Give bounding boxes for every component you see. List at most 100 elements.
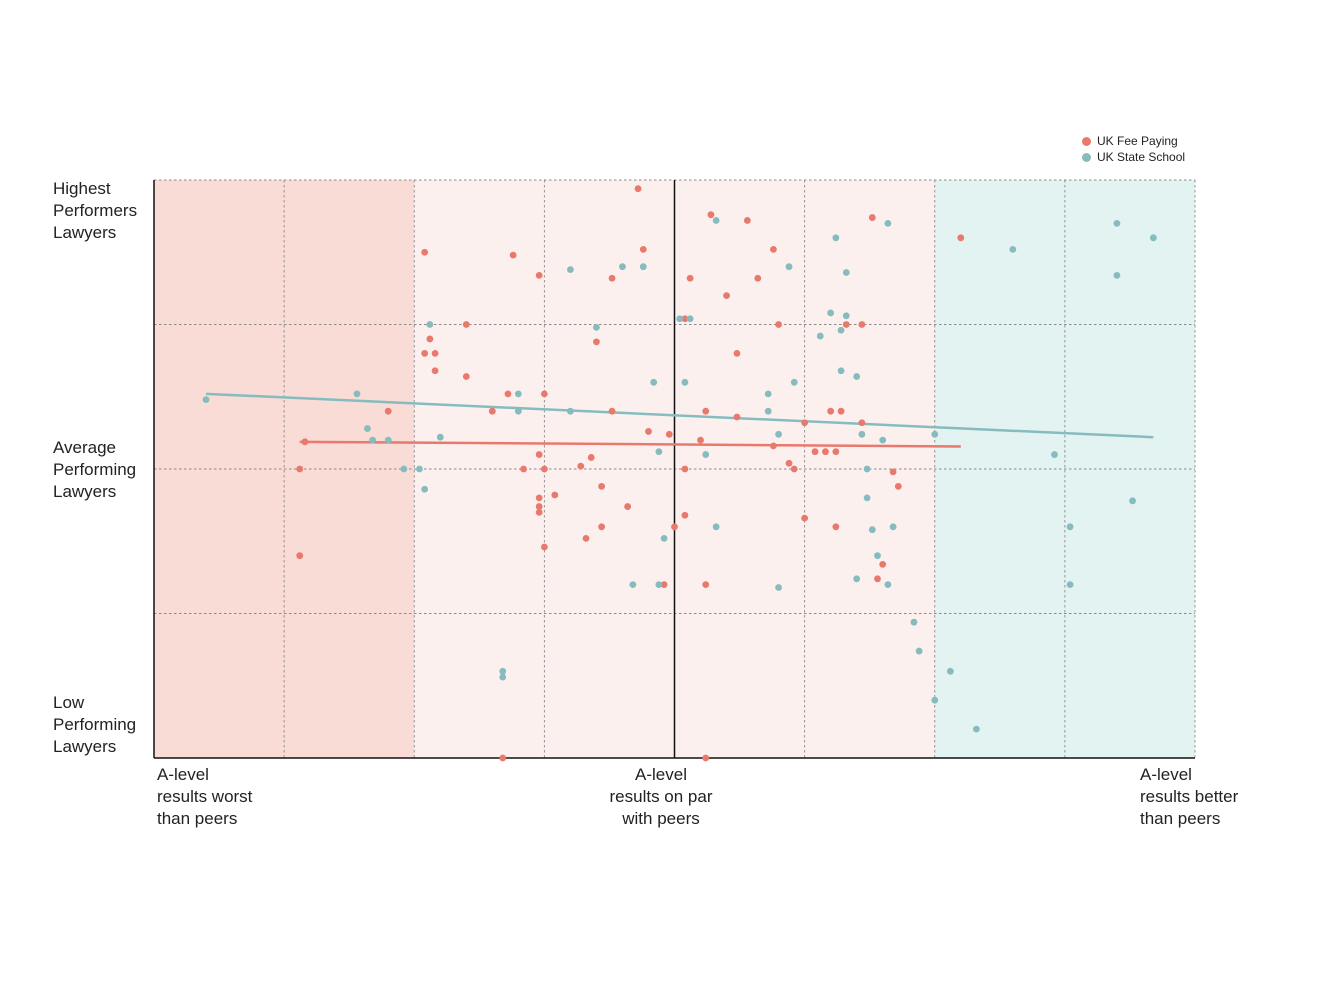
point-state-school bbox=[837, 326, 845, 334]
point-fee-paying bbox=[858, 419, 866, 427]
point-fee-paying bbox=[785, 459, 793, 467]
point-fee-paying bbox=[577, 462, 585, 470]
point-fee-paying bbox=[551, 491, 559, 499]
point-fee-paying bbox=[702, 407, 710, 415]
point-fee-paying bbox=[858, 321, 866, 328]
point-state-school bbox=[421, 485, 429, 493]
point-fee-paying bbox=[754, 274, 762, 282]
point-fee-paying bbox=[665, 430, 673, 438]
trend-line-fee-paying bbox=[299, 440, 961, 448]
point-fee-paying bbox=[681, 465, 689, 473]
point-state-school bbox=[816, 332, 824, 340]
point-fee-paying bbox=[681, 315, 689, 323]
legend: UK Fee Paying UK State School bbox=[1082, 133, 1185, 165]
point-fee-paying bbox=[801, 514, 809, 522]
point-state-school bbox=[1149, 234, 1157, 242]
point-state-school bbox=[629, 581, 637, 588]
trend-lines bbox=[205, 392, 1154, 448]
point-fee-paying bbox=[822, 448, 829, 456]
point-fee-paying bbox=[889, 468, 897, 476]
legend-label-fee-paying: UK Fee Paying bbox=[1097, 134, 1178, 148]
point-state-school bbox=[202, 396, 210, 404]
point-fee-paying bbox=[697, 436, 704, 444]
legend-marker-fee-paying bbox=[1082, 136, 1091, 146]
point-state-school bbox=[874, 552, 881, 560]
point-state-school bbox=[884, 219, 892, 227]
point-fee-paying bbox=[421, 350, 429, 357]
point-fee-paying bbox=[593, 338, 600, 346]
point-fee-paying bbox=[874, 575, 881, 583]
point-fee-paying bbox=[723, 292, 730, 299]
point-state-school bbox=[676, 315, 684, 323]
point-fee-paying bbox=[488, 407, 496, 415]
point-fee-paying bbox=[634, 185, 642, 193]
point-fee-paying bbox=[587, 454, 595, 461]
point-fee-paying bbox=[535, 451, 543, 458]
x-tick-label-better: A-level results better than peers bbox=[1140, 765, 1239, 828]
point-state-school bbox=[1066, 523, 1074, 531]
point-fee-paying bbox=[384, 407, 392, 415]
point-state-school bbox=[764, 407, 772, 415]
axes bbox=[153, 180, 1195, 759]
point-state-school bbox=[384, 436, 392, 444]
point-fee-paying bbox=[520, 465, 527, 473]
point-fee-paying bbox=[827, 407, 835, 415]
point-fee-paying bbox=[842, 321, 850, 328]
point-state-school bbox=[868, 526, 876, 534]
point-state-school bbox=[655, 448, 663, 456]
point-state-school bbox=[1113, 219, 1121, 227]
point-state-school bbox=[837, 367, 845, 375]
point-fee-paying bbox=[660, 581, 668, 588]
point-fee-paying bbox=[769, 245, 777, 253]
point-fee-paying bbox=[879, 560, 887, 568]
point-state-school bbox=[785, 263, 793, 271]
trend-line-state-school bbox=[205, 392, 1154, 439]
point-state-school bbox=[775, 430, 782, 438]
point-fee-paying bbox=[790, 465, 798, 473]
legend-item-fee-paying: UK Fee Paying bbox=[1082, 133, 1185, 149]
point-fee-paying bbox=[431, 350, 439, 357]
point-fee-paying bbox=[535, 503, 543, 510]
point-fee-paying bbox=[462, 321, 470, 328]
point-state-school bbox=[884, 581, 892, 588]
point-fee-paying bbox=[624, 503, 632, 510]
point-state-school bbox=[499, 667, 507, 675]
point-state-school bbox=[863, 494, 871, 502]
point-state-school bbox=[567, 266, 574, 273]
point-fee-paying bbox=[535, 508, 543, 516]
point-state-school bbox=[499, 673, 507, 681]
point-state-school bbox=[514, 390, 522, 398]
point-state-school bbox=[712, 523, 720, 531]
y-tick-label-average: Average Performing Lawyers bbox=[53, 438, 137, 501]
point-state-school bbox=[889, 523, 897, 531]
point-state-school bbox=[619, 263, 626, 271]
point-fee-paying bbox=[499, 754, 507, 762]
point-state-school bbox=[593, 323, 600, 331]
point-state-school bbox=[853, 575, 861, 583]
point-state-school bbox=[567, 407, 574, 415]
point-fee-paying bbox=[811, 448, 819, 456]
point-fee-paying bbox=[535, 271, 543, 279]
point-state-school bbox=[858, 430, 866, 438]
point-fee-paying bbox=[671, 523, 678, 531]
point-fee-paying bbox=[832, 523, 840, 531]
point-state-school bbox=[1113, 271, 1121, 279]
point-state-school bbox=[972, 725, 980, 733]
point-fee-paying bbox=[608, 274, 616, 282]
point-fee-paying bbox=[769, 442, 777, 450]
point-state-school bbox=[650, 378, 658, 386]
point-state-school bbox=[514, 407, 522, 415]
point-state-school bbox=[1066, 581, 1074, 588]
point-fee-paying bbox=[540, 465, 548, 473]
point-fee-paying bbox=[733, 413, 741, 421]
point-fee-paying bbox=[540, 390, 548, 398]
point-state-school bbox=[1009, 245, 1017, 253]
point-fee-paying bbox=[540, 543, 548, 551]
point-fee-paying bbox=[598, 523, 606, 531]
data-points bbox=[202, 185, 1157, 762]
x-tick-label-par: A-level results on par with peers bbox=[609, 765, 713, 828]
point-fee-paying bbox=[582, 534, 590, 542]
y-tick-label-low: Low Performing Lawyers bbox=[53, 693, 137, 756]
point-fee-paying bbox=[426, 335, 434, 343]
point-state-school bbox=[702, 451, 710, 458]
